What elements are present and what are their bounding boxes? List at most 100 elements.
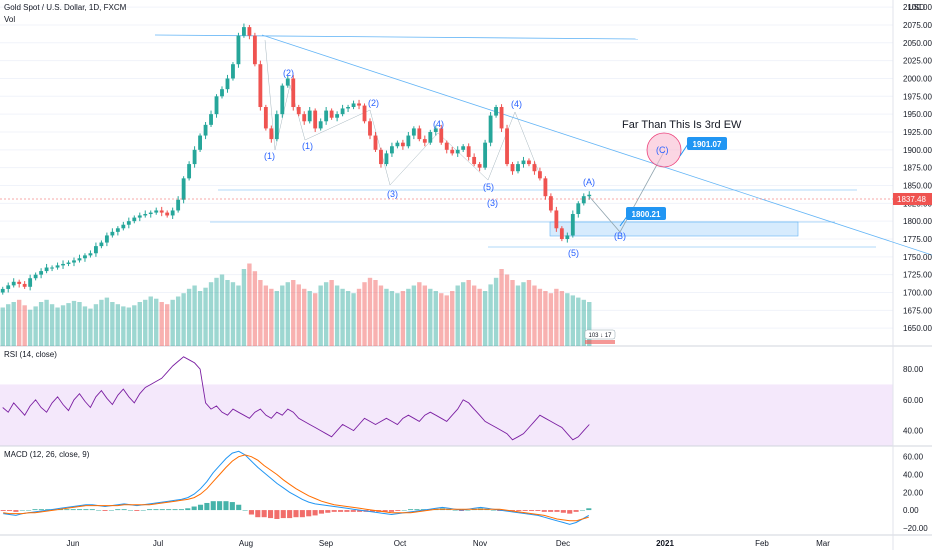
volume-bar xyxy=(367,277,373,346)
callout-1901[interactable]: 1901.07 xyxy=(679,137,727,157)
drawings xyxy=(154,34,932,256)
rsi-tick-label: 80.00 xyxy=(903,365,924,374)
volume-bar xyxy=(252,271,258,346)
macd-histogram-bar xyxy=(121,509,127,511)
candle-body xyxy=(104,235,109,243)
descending-trendline[interactable] xyxy=(261,34,932,256)
candle-body xyxy=(126,221,131,225)
rsi-axis[interactable]: 40.00 60.00 80.00 xyxy=(903,365,924,436)
macd-histogram-bar xyxy=(388,510,395,512)
signal-line xyxy=(3,454,589,522)
candle-body xyxy=(99,242,104,247)
rsi-tick-label: 40.00 xyxy=(903,427,924,436)
candle-body xyxy=(521,160,526,165)
candle-body xyxy=(148,212,153,215)
macd-histogram-bar xyxy=(172,509,178,511)
wave-label-5b: (5) xyxy=(568,248,579,258)
volume-bar xyxy=(269,288,274,346)
volume-bar xyxy=(49,304,55,346)
macd-histogram-bar xyxy=(108,510,114,511)
macd-histogram-bar xyxy=(293,510,299,518)
macd-histogram-bar xyxy=(96,510,102,511)
macd-axis[interactable]: −20.00 0.00 20.00 40.00 60.00 xyxy=(903,453,928,533)
time-axis[interactable]: Jun Jul Aug Sep Oct Nov Dec 2021 Feb Mar xyxy=(67,539,831,548)
volume-bar xyxy=(428,288,433,346)
candle-body xyxy=(417,128,422,140)
macd-histogram-bar xyxy=(248,510,254,515)
macd-panel xyxy=(0,450,592,525)
volume-bar xyxy=(247,263,252,346)
volume-bar xyxy=(334,285,340,346)
candle-body xyxy=(510,164,515,172)
volume-bar xyxy=(450,291,455,346)
volume-bar xyxy=(22,305,27,346)
time-tick-label: Feb xyxy=(755,539,769,548)
candle-body xyxy=(499,107,504,129)
candle-body xyxy=(55,265,60,268)
price-tick-label: 1925.00 xyxy=(903,128,932,137)
volume-bar xyxy=(521,282,526,346)
price-tick-label: 1675.00 xyxy=(903,306,932,315)
macd-histogram-bar xyxy=(395,510,401,511)
volume-bar xyxy=(0,307,5,346)
price-tick-label: 2000.00 xyxy=(903,74,932,83)
volume-bar xyxy=(104,297,110,346)
macd-histogram-bar xyxy=(83,509,89,511)
c-target-circle[interactable] xyxy=(646,132,682,168)
candle-body xyxy=(154,210,159,213)
volume-bar xyxy=(66,303,71,346)
candle-body xyxy=(390,146,394,154)
candle-body xyxy=(220,89,224,97)
macd-histogram-bar xyxy=(38,509,44,511)
wave-label-3a: (3) xyxy=(387,189,398,199)
volume-bar xyxy=(581,299,586,346)
volume-bar xyxy=(181,293,186,346)
volume-bar xyxy=(302,288,307,346)
price-tick-label: 1800.00 xyxy=(903,217,932,226)
price-tick-label: 1850.00 xyxy=(903,181,932,190)
volume-bar xyxy=(493,277,499,346)
price-tick-label: 1900.00 xyxy=(903,146,932,155)
volume-bar xyxy=(115,304,121,346)
volume-bar xyxy=(143,299,148,346)
last-price-tag: 1837.48 xyxy=(0,193,932,205)
demand-zone[interactable] xyxy=(549,221,799,237)
volume-bar xyxy=(77,302,82,346)
candle-body xyxy=(400,142,405,147)
candle-body xyxy=(313,110,318,129)
volume-bar xyxy=(570,295,576,346)
volume-bar xyxy=(543,291,548,346)
macd-histogram-bar xyxy=(299,510,305,518)
abc-projection-path[interactable] xyxy=(587,149,666,233)
volume-bar xyxy=(208,282,214,346)
macd-histogram-bar xyxy=(242,510,248,511)
candle-body xyxy=(351,103,356,108)
candle-body xyxy=(538,171,542,179)
macd-histogram-bar xyxy=(465,510,471,511)
macd-histogram-bar xyxy=(153,509,159,511)
top-channel-line[interactable] xyxy=(154,34,639,40)
macd-histogram-bar xyxy=(267,510,274,519)
volume-bar xyxy=(548,293,554,346)
candle-body xyxy=(225,78,230,90)
time-tick-label: Jul xyxy=(153,539,163,548)
macd-tick-label: −20.00 xyxy=(903,524,928,533)
macd-histogram-bar xyxy=(70,509,76,511)
price-tick-label: 1775.00 xyxy=(903,235,932,244)
wave-label-2b: (2) xyxy=(368,98,379,108)
time-tick-label: 2021 xyxy=(656,539,674,548)
candle-body xyxy=(357,103,361,106)
volume-bar xyxy=(373,280,378,346)
macd-histogram-bar xyxy=(331,510,337,512)
candle-body xyxy=(516,164,520,172)
volume-bar xyxy=(466,280,471,346)
volume-bar xyxy=(88,308,93,346)
candle-body xyxy=(187,164,192,179)
candle-body xyxy=(384,153,389,165)
callout-1800[interactable]: 1800.21 xyxy=(619,207,666,227)
macd-histogram-bar xyxy=(554,510,560,512)
volume-bar xyxy=(154,298,159,346)
macd-histogram-bar xyxy=(0,510,6,511)
